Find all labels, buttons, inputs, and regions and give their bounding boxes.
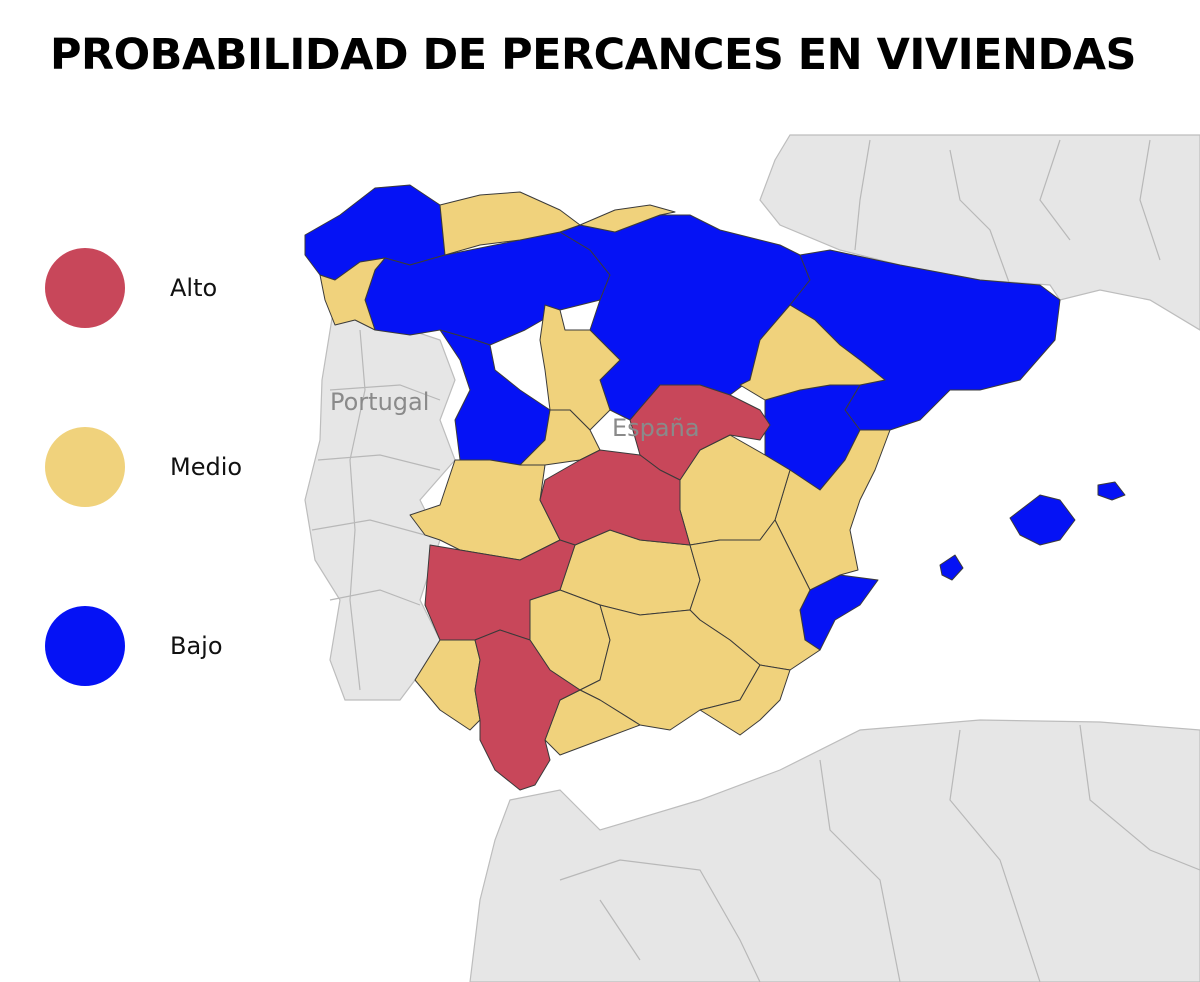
province-lugo-ourense	[319, 257, 386, 331]
province-asturias	[439, 191, 581, 256]
label-spain: España	[612, 414, 700, 442]
province-badajoz	[424, 539, 576, 641]
province-zaragoza-huesca	[739, 304, 886, 401]
province-malaga	[544, 689, 641, 756]
portugal-landmass	[304, 299, 456, 701]
page-title: PROBABILIDAD DE PERCANCES EN VIVIENDAS	[50, 30, 1136, 80]
background-land	[304, 134, 1200, 982]
province-cantabria-burgos	[559, 214, 811, 421]
province-valladolid-segovia	[539, 304, 621, 431]
legend-label-bajo: Bajo	[170, 632, 223, 660]
africa-landmass	[469, 719, 1200, 982]
label-portugal: Portugal	[330, 388, 429, 416]
legend-swatch-medio	[45, 427, 125, 507]
legend-swatch-bajo	[45, 606, 125, 686]
spain-provinces	[304, 184, 1126, 791]
legend-label-medio: Medio	[170, 453, 243, 481]
legend-item-alto: Alto	[45, 248, 217, 328]
province-zamora-salamanca	[439, 329, 551, 466]
province-sevilla-cadiz	[474, 629, 581, 791]
france-internal-borders	[854, 139, 1161, 286]
legend-item-medio: Medio	[45, 427, 242, 507]
legend-swatch-alto	[45, 248, 125, 328]
island-ibiza	[939, 554, 964, 581]
portugal-internal-borders	[311, 329, 441, 691]
africa-internal-borders	[559, 724, 1200, 982]
island-mallorca	[1009, 494, 1076, 546]
legend-label-alto: Alto	[170, 274, 218, 302]
province-cantabria	[579, 204, 676, 233]
province-almeria	[699, 664, 791, 736]
legend-item-bajo: Bajo	[45, 606, 223, 686]
island-menorca	[1097, 481, 1126, 501]
